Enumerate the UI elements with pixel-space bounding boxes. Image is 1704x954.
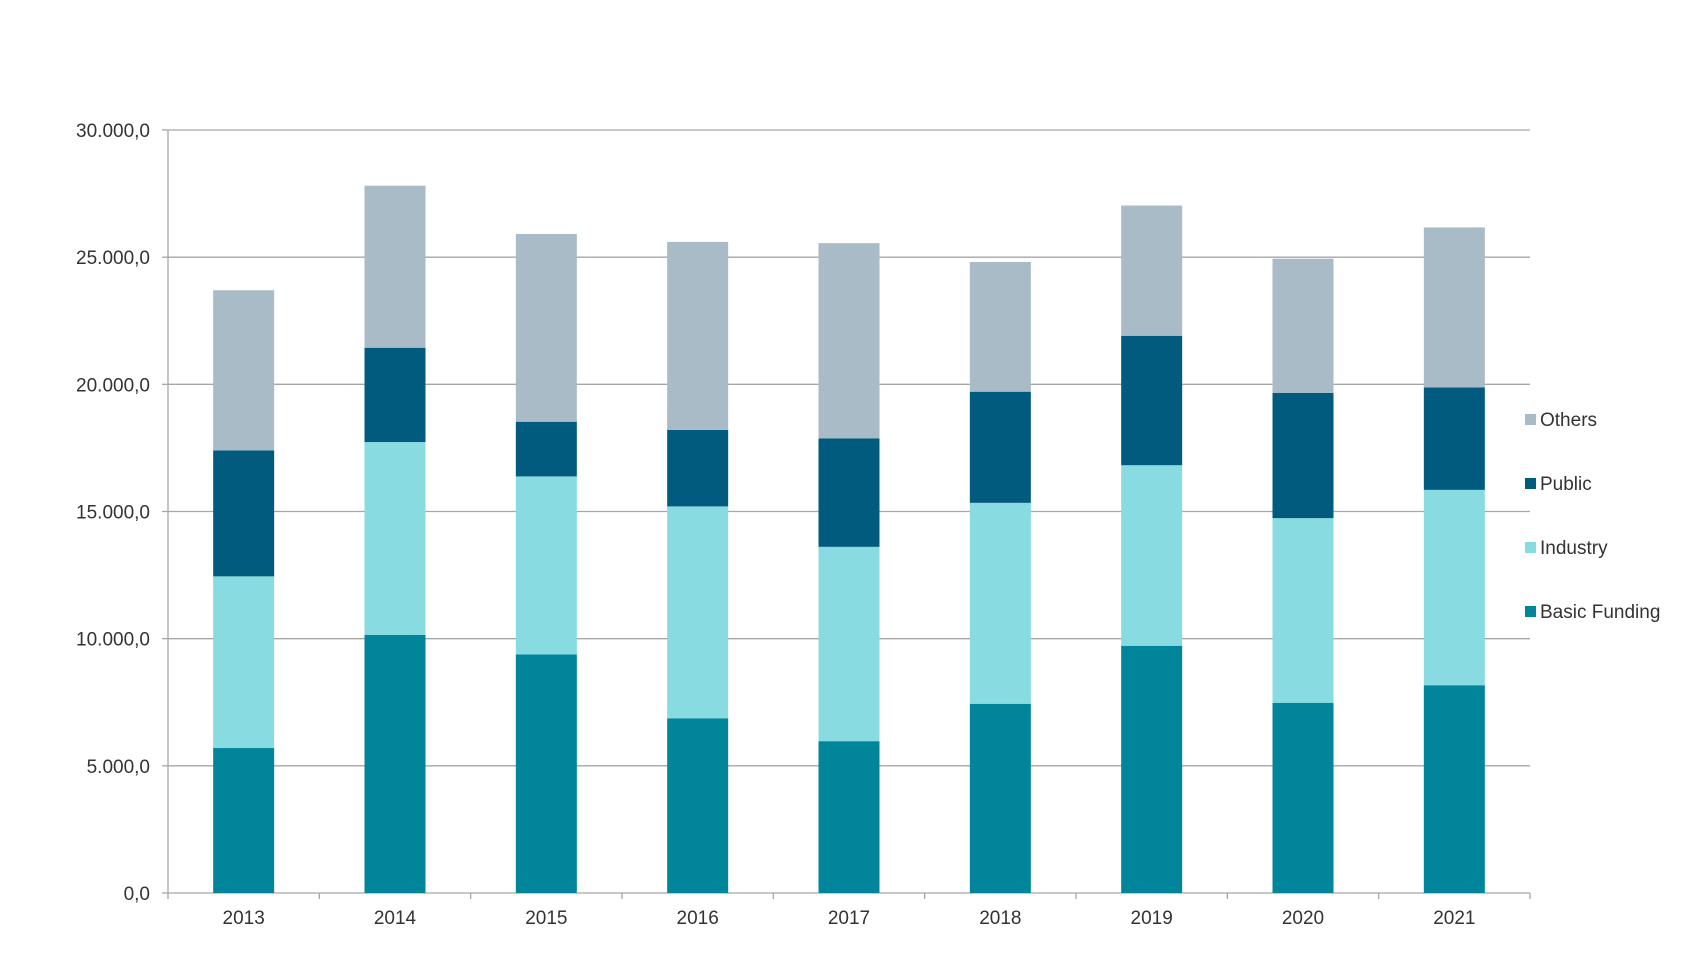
bar-public-2015 [515,421,577,477]
x-tick-label: 2018 [979,908,1021,929]
x-tick-label: 2014 [374,908,417,929]
y-tick-label: 5.000,0 [87,757,150,778]
x-tick-label: 2016 [677,908,719,929]
bar-industry-2013 [213,576,275,749]
bar-industry-2018 [969,502,1031,704]
bar-basic-funding-2016 [667,718,729,893]
x-tick-label: 2015 [525,908,567,929]
bar-others-2017 [818,243,880,439]
bar-industry-2019 [1121,465,1183,646]
x-tick-label: 2021 [1433,908,1475,929]
bar-basic-funding-2013 [213,748,275,893]
x-tick-label: 2017 [828,908,870,929]
y-tick-label: 30.000,0 [76,121,150,142]
legend-swatch-industry [1525,542,1536,553]
bar-basic-funding-2018 [969,703,1031,893]
legend-label-basic-funding: Basic Funding [1540,602,1660,623]
bar-public-2019 [1121,335,1183,466]
legend: Others Public Industry Basic Funding [1525,410,1660,623]
bar-others-2013 [213,290,275,451]
bar-basic-funding-2020 [1272,702,1334,893]
bar-others-2021 [1423,227,1485,388]
x-tick-label: 2019 [1131,908,1173,929]
bar-industry-2020 [1272,518,1334,703]
bar-industry-2021 [1423,489,1485,686]
legend-swatch-others [1525,414,1536,425]
bar-others-2014 [364,185,426,348]
bar-public-2014 [364,347,426,443]
legend-label-public: Public [1540,474,1592,495]
bar-industry-2014 [364,442,426,635]
bar-industry-2015 [515,476,577,655]
x-tick-label: 2013 [223,908,265,929]
x-tick-label: 2020 [1282,908,1324,929]
y-tick-label: 0,0 [124,884,150,905]
bar-public-2013 [213,450,275,577]
bar-others-2015 [515,234,577,422]
y-tick-labels: 0,0 5.000,0 10.000,0 15.000,0 20.000,0 25.000… [76,121,150,905]
y-tick-label: 25.000,0 [76,248,150,269]
bar-public-2020 [1272,392,1334,519]
bar-basic-funding-2015 [515,654,577,893]
bar-industry-2017 [818,546,880,742]
legend-label-others: Others [1540,410,1597,431]
bar-public-2016 [667,429,729,507]
y-tick-label: 20.000,0 [76,375,150,396]
bar-others-2019 [1121,205,1183,336]
bar-others-2020 [1272,258,1334,393]
legend-label-industry: Industry [1540,538,1608,559]
x-tick-labels: 2013 2014 2015 2016 2017 2018 2019 2020 2021 [223,908,1476,929]
bar-public-2017 [818,438,880,547]
bar-basic-funding-2014 [364,634,426,893]
bar-public-2018 [969,391,1031,503]
legend-swatch-public [1525,478,1536,489]
bar-others-2018 [969,261,1031,392]
legend-swatch-basic-funding [1525,606,1536,617]
bar-industry-2016 [667,506,729,719]
bar-basic-funding-2019 [1121,645,1183,893]
bar-basic-funding-2017 [818,741,880,893]
bar-public-2021 [1423,387,1485,490]
y-tick-label: 15.000,0 [76,503,150,524]
bar-basic-funding-2021 [1423,685,1485,893]
bars [213,185,1485,893]
bar-others-2016 [667,241,729,430]
y-tick-label: 10.000,0 [76,630,150,651]
